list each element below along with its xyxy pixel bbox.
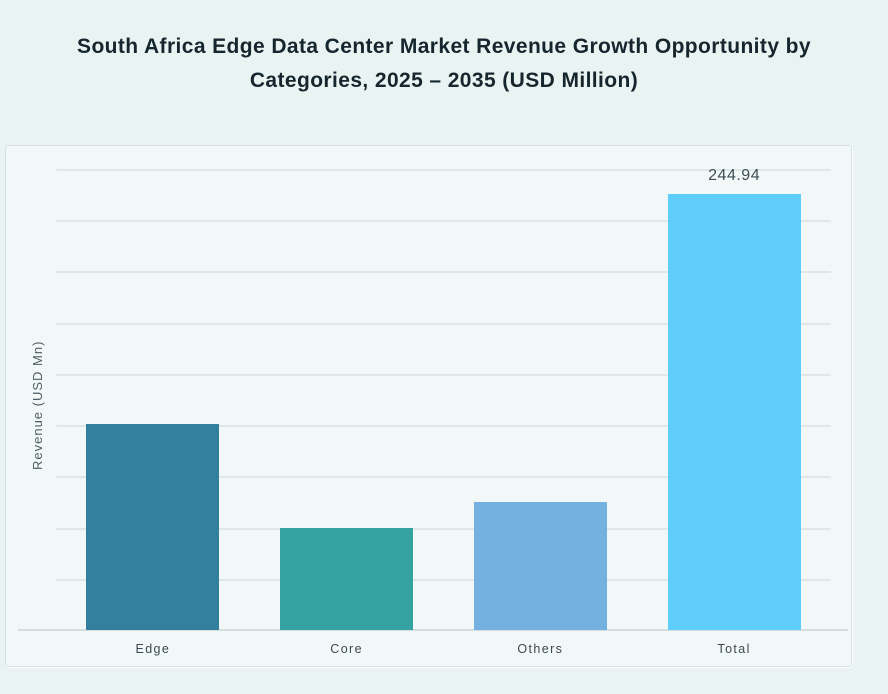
gridline — [56, 527, 831, 530]
bar-core — [280, 528, 414, 630]
gridline — [56, 169, 831, 171]
x-axis-label-others: Others — [517, 642, 564, 656]
gridline — [56, 425, 831, 428]
x-axis-label-core: Core — [330, 642, 363, 656]
bar-total — [667, 194, 801, 630]
gridline — [56, 476, 831, 479]
chart-title: South Africa Edge Data Center Market Rev… — [0, 30, 888, 98]
x-axis-label-edge: Edge — [135, 642, 171, 656]
bar-value-label-total: 244.94 — [708, 167, 761, 184]
chart-title-line1: South Africa Edge Data Center Market Rev… — [77, 35, 811, 58]
gridline — [56, 220, 831, 223]
plot-area: Edge Core Others 244.94 Total — [18, 167, 848, 656]
gridline — [56, 373, 831, 376]
gridline — [56, 271, 831, 274]
bar-others — [473, 502, 607, 630]
y-axis-label: Revenue (USD Mn) — [30, 340, 45, 470]
chart-title-line2: Categories, 2025 – 2035 (USD Million) — [249, 69, 639, 92]
x-axis-label-total: Total — [717, 642, 751, 656]
chart-panel: Revenue (USD Mn) Edge Core Others 244.94 Tot… — [5, 145, 852, 667]
gridline — [56, 322, 831, 325]
bar-edge — [86, 424, 220, 630]
gridline — [56, 578, 831, 581]
x-axis-line — [18, 629, 848, 631]
